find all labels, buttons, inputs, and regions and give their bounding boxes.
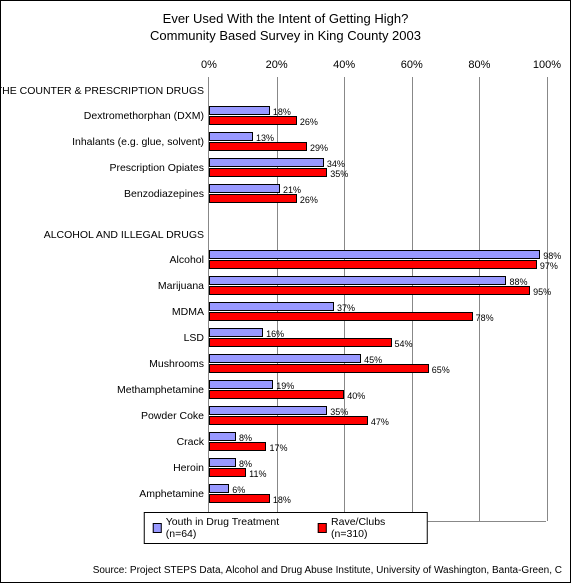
gridline [344,77,345,521]
value-label-rave: 47% [371,417,389,427]
chart-title: Ever Used With the Intent of Getting Hig… [1,1,570,45]
plot-area: 0%20%40%60%80%100%18%26%13%29%34%35%21%2… [208,77,546,522]
category-label: Powder Coke [141,410,204,422]
value-label-rave: 11% [249,469,266,479]
value-label-rave: 40% [347,391,365,401]
bar-rave [209,494,270,503]
value-label-youth: 37% [337,303,355,313]
category-label: Heroin [173,462,204,474]
value-label-youth: 18% [273,107,291,117]
legend-item-youth: Youth in Drug Treatment (n=64) [152,516,303,540]
legend-label-rave: Rave/Clubs (n=310) [331,516,419,540]
value-label-rave: 97% [540,261,558,271]
x-tick-label: 60% [401,59,423,71]
bar-rave [209,390,344,399]
source-text: Source: Project STEPS Data, Alcohol and … [93,565,562,576]
value-label-youth: 88% [509,277,527,287]
category-label: MDMA [172,306,204,318]
bar-youth [209,406,327,415]
x-tick-label: 80% [468,59,490,71]
legend-swatch-rave [318,523,327,533]
bar-rave [209,338,392,347]
value-label-youth: 21% [283,185,301,195]
bar-rave [209,194,297,203]
title-line1: Ever Used With the Intent of Getting Hig… [163,11,409,26]
value-label-rave: 35% [330,169,348,179]
legend-label-youth: Youth in Drug Treatment (n=64) [166,516,304,540]
value-label-rave: 54% [395,339,413,349]
value-label-youth: 8% [239,433,252,443]
title-line2: Community Based Survey in King County 20… [150,28,421,43]
bar-youth [209,380,273,389]
value-label-youth: 19% [276,381,294,391]
value-label-youth: 16% [266,329,284,339]
bar-youth [209,158,324,167]
value-label-rave: 26% [300,195,318,205]
category-label: Alcohol [170,254,204,266]
value-label-rave: 18% [273,495,291,505]
bar-youth [209,458,236,467]
value-label-youth: 13% [256,133,274,143]
x-tick-label: 20% [266,59,288,71]
category-label: Methamphetamine [117,384,204,396]
bar-youth [209,484,229,493]
value-label-rave: 78% [476,313,494,323]
value-label-rave: 29% [310,143,328,153]
bar-youth [209,276,506,285]
category-label: Mushrooms [149,358,204,370]
legend-item-rave: Rave/Clubs (n=310) [318,516,419,540]
value-label-youth: 35% [330,407,348,417]
bar-youth [209,250,540,259]
category-label: Inhalants (e.g. glue, solvent) [72,136,204,148]
category-label: Marijuana [158,280,204,292]
value-label-rave: 26% [300,117,318,127]
category-label: Amphetamine [139,488,204,500]
category-label: Dextromethorphan (DXM) [84,110,204,122]
bar-rave [209,442,266,451]
bar-youth [209,328,263,337]
value-label-youth: 98% [543,251,561,261]
category-label: Prescription Opiates [109,162,204,174]
value-label-youth: 34% [327,159,345,169]
category-header: ALCOHOL AND ILLEGAL DRUGS [44,229,204,241]
gridline [547,77,548,521]
gridline [412,77,413,521]
bar-youth [209,132,253,141]
value-label-youth: 6% [232,485,245,495]
legend-swatch-youth [152,523,162,533]
value-label-youth: 8% [239,459,252,469]
bar-rave [209,364,429,373]
value-label-rave: 65% [432,365,450,375]
bar-youth [209,354,361,363]
bar-rave [209,286,530,295]
bar-rave [209,312,473,321]
chart-container: Ever Used With the Intent of Getting Hig… [0,0,571,583]
value-label-rave: 95% [533,287,551,297]
x-tick-label: 0% [201,59,217,71]
category-label: Benzodiazepines [124,188,204,200]
category-header: OVER THE COUNTER & PRESCRIPTION DRUGS [0,85,204,97]
bar-rave [209,416,368,425]
bar-rave [209,260,537,269]
gridline [479,77,480,521]
x-tick-label: 40% [333,59,355,71]
value-label-rave: 17% [269,443,287,453]
category-label: LSD [184,332,204,344]
y-axis-labels: OVER THE COUNTER & PRESCRIPTION DRUGS Dex… [1,77,204,522]
bar-rave [209,168,327,177]
legend: Youth in Drug Treatment (n=64) Rave/Club… [143,512,428,544]
category-label: Crack [177,436,204,448]
bar-youth [209,106,270,115]
value-label-youth: 45% [364,355,382,365]
x-tick-label: 100% [533,59,561,71]
bar-youth [209,432,236,441]
bar-youth [209,184,280,193]
bar-rave [209,116,297,125]
bar-youth [209,302,334,311]
bar-rave [209,142,307,151]
bar-rave [209,468,246,477]
